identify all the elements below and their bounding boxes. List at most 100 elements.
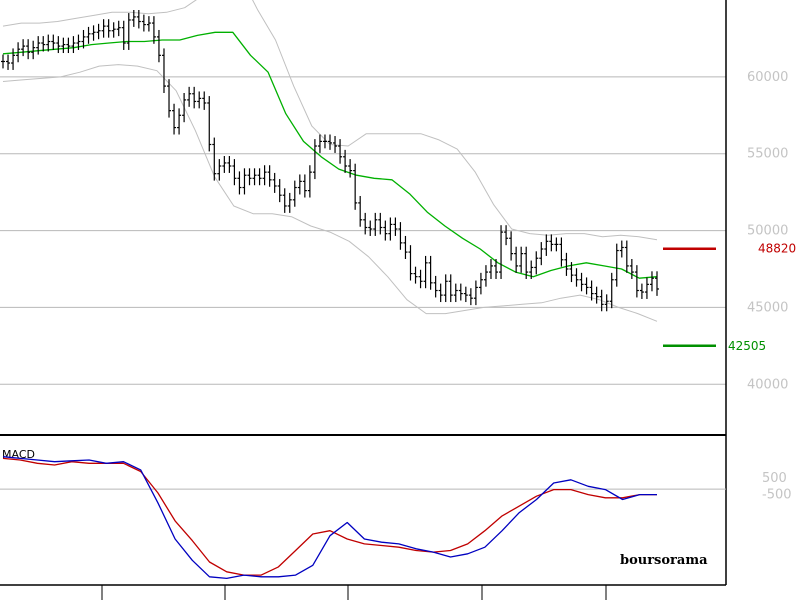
price-bar [544, 234, 549, 256]
price-bar [101, 19, 106, 38]
price-bar [564, 252, 569, 276]
price-bar [609, 272, 614, 309]
price-bar [534, 251, 539, 275]
macd-tick-label: 500 [762, 471, 787, 486]
price-tick-label: 45000 [747, 300, 788, 315]
price-bar [639, 283, 644, 299]
price-bar [408, 245, 413, 281]
price-bar [483, 265, 488, 287]
price-bar [413, 266, 418, 284]
price-bar [56, 36, 61, 54]
price-tick-label: 40000 [747, 377, 788, 392]
price-bar [428, 255, 433, 290]
price-bar [353, 163, 358, 210]
price-bar [363, 212, 368, 235]
price-tick-label: 50000 [747, 224, 788, 239]
price-bar [499, 225, 504, 279]
price-bar [634, 265, 639, 298]
price-bar [589, 280, 594, 301]
price-bar [227, 156, 232, 173]
macd-signal-path [2, 457, 657, 576]
price-bar [217, 159, 222, 181]
bollinger-lower-path [2, 64, 658, 322]
price-levels: 48820 42505 [663, 242, 796, 353]
price-bar [509, 231, 514, 261]
price-bar [21, 39, 26, 57]
price-bar [644, 277, 649, 299]
price-bar [96, 23, 101, 40]
price-bar [141, 14, 146, 32]
price-bar [131, 9, 136, 27]
price-bar [262, 165, 267, 186]
price-tick-label: 55000 [747, 147, 788, 162]
price-bar [41, 36, 46, 52]
price-bar [333, 136, 338, 153]
price-bar [16, 42, 21, 63]
price-bar [46, 34, 51, 52]
price-bar [338, 139, 343, 164]
price-bar [649, 271, 654, 292]
price-bar [348, 159, 353, 178]
price-bar [655, 271, 659, 296]
price-bar [378, 212, 383, 235]
price-bar [403, 235, 408, 260]
price-bar [383, 220, 388, 241]
price-bar [453, 283, 458, 303]
price-bar [136, 9, 141, 29]
price-bar [156, 29, 161, 63]
price-bar [614, 243, 619, 287]
price-bar [549, 234, 554, 252]
price-bar [307, 165, 312, 198]
price-bar [388, 217, 393, 241]
price-bar [463, 286, 468, 303]
price-bar [529, 260, 534, 279]
price-bar [167, 79, 172, 118]
price-bar [599, 289, 604, 312]
price-bar [31, 40, 36, 60]
price-bar [66, 37, 71, 54]
price-bar [569, 262, 574, 283]
price-bar [1, 54, 5, 69]
price-bar [302, 174, 307, 198]
price-bar [624, 240, 629, 273]
price-bar [368, 220, 373, 236]
price-bar [524, 246, 529, 279]
price-axis: 40000 45000 50000 55000 60000 [747, 70, 788, 392]
price-bar [629, 259, 634, 279]
price-bar [328, 134, 332, 150]
bollinger-lower-band [2, 64, 658, 322]
price-bar [448, 274, 453, 303]
price-bar [192, 86, 197, 109]
price-bar [277, 179, 282, 203]
price-bar [71, 36, 76, 54]
price-bar [312, 139, 317, 180]
price-bar [202, 91, 207, 110]
price-bar [292, 180, 297, 207]
price-bar [116, 20, 121, 37]
price-bar [358, 195, 363, 227]
price-bar [468, 288, 473, 306]
price-bar [433, 275, 438, 298]
price-bar [373, 212, 378, 236]
price-bar [161, 48, 166, 93]
price-bar [11, 48, 16, 70]
price-bar [177, 108, 182, 135]
bollinger-upper-band [2, 0, 658, 241]
price-bar [458, 283, 463, 301]
bollinger-upper-path [2, 0, 658, 241]
price-bar [126, 13, 131, 50]
price-bars [1, 9, 659, 312]
boursorama-watermark: boursorama [610, 548, 708, 570]
price-bar [26, 39, 31, 60]
price-bar [423, 255, 428, 289]
price-bar [111, 22, 116, 38]
price-tick-label: 60000 [747, 70, 788, 85]
price-bar [594, 286, 599, 304]
price-bar [574, 268, 579, 287]
support-level-label: 42505 [728, 339, 766, 353]
price-bar [257, 168, 262, 186]
price-bar [86, 26, 91, 44]
price-bar [317, 134, 322, 153]
macd-tick-label: -500 [762, 488, 792, 503]
